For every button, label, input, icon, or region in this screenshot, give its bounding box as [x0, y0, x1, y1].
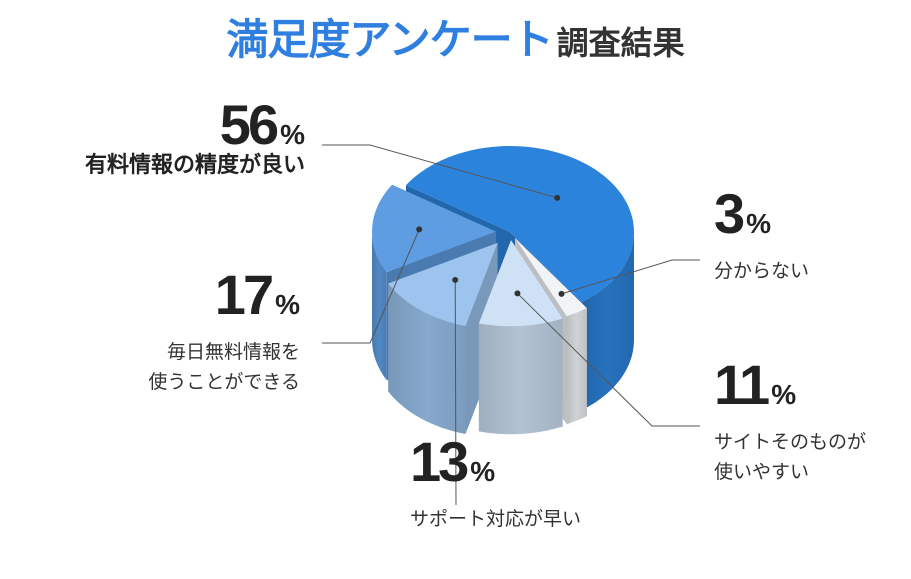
leader-dot-2 [514, 290, 521, 297]
pie-slices [372, 146, 634, 435]
leader-dot-0 [554, 194, 561, 201]
data-label-2: 11% [714, 353, 796, 416]
leader-line-2 [517, 293, 700, 427]
leader-line-3 [454, 279, 457, 506]
pie-slice-2 [478, 240, 563, 435]
data-label-0: 56% [220, 93, 305, 156]
leader-dot-1 [558, 290, 565, 297]
leader-line-1 [561, 259, 700, 295]
pie-slice-3 [388, 242, 498, 434]
category-label-3-0: サポート対応が早い [410, 508, 581, 530]
leader-dot-4 [416, 226, 423, 233]
category-label-4-0: 毎日無料情報を [167, 341, 300, 363]
chart-title: 満足度アンケート 調査結果 [0, 6, 911, 67]
chart-title-rest: 調査結果 [556, 24, 685, 62]
leader-line-4 [322, 229, 420, 344]
leader-dot-3 [452, 276, 459, 283]
leader-lines [322, 144, 700, 506]
data-label-3: 13% [410, 430, 495, 493]
leader-line-0 [322, 144, 558, 199]
category-label-1-0: 分からない [714, 260, 809, 282]
category-label-2-1: 使いやすい [714, 461, 809, 483]
data-label-1: 3% [714, 182, 771, 245]
category-label-4-1: 使うことができる [148, 371, 300, 393]
category-label-0-0: 有料情報の精度が良い [85, 152, 305, 178]
data-label-4: 17% [215, 263, 300, 326]
category-label-2-0: サイトそのものが [714, 431, 866, 453]
chart-title-accent: 満足度アンケート [226, 15, 553, 64]
